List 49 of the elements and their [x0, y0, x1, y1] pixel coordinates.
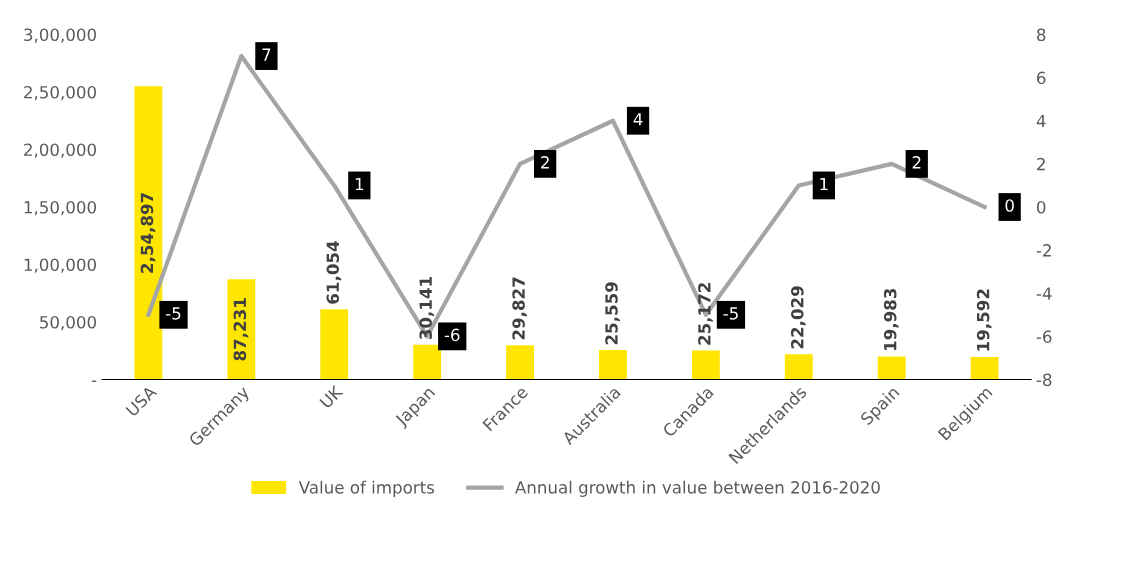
data-label: -6 — [444, 328, 460, 342]
bar — [320, 309, 349, 380]
x-tick-label: USA — [125, 384, 158, 417]
y-tick-label: 3,00,000 — [24, 28, 96, 43]
data-label: 25,559 — [605, 282, 620, 345]
data-label: 19,983 — [883, 288, 899, 351]
bar — [599, 350, 627, 380]
data-label: 87,231 — [233, 298, 249, 361]
data-label: 61,054 — [326, 241, 342, 304]
bar — [784, 354, 813, 380]
bar — [134, 86, 163, 380]
data-label: 4 — [633, 113, 643, 126]
y2-tick-label: 4 — [1036, 114, 1046, 128]
data-label: 22,029 — [790, 286, 806, 349]
data-label: 7 — [262, 48, 271, 61]
data-label: 1 — [820, 177, 828, 191]
data-label: 19,592 — [976, 289, 992, 351]
data-label: 0 — [1005, 199, 1014, 212]
y2-tick-label: 0 — [1036, 200, 1046, 214]
data-label: 25,172 — [698, 283, 713, 345]
legend-label: Value of imports — [298, 480, 435, 497]
data-label: -5 — [166, 307, 181, 320]
y2-tick-label: -4 — [1036, 287, 1052, 300]
data-label: 1 — [355, 177, 364, 191]
data-label: 2 — [541, 156, 549, 169]
x-tick-label: UK — [319, 384, 344, 409]
data-label: 2,54,897 — [140, 193, 156, 273]
y2-tick-label: -2 — [1036, 244, 1051, 257]
y2-tick-label: -8 — [1036, 373, 1052, 387]
data-label: -5 — [723, 307, 738, 320]
bar — [970, 356, 999, 380]
bar — [506, 345, 534, 380]
y2-tick-label: 2 — [1037, 157, 1045, 171]
bar — [691, 350, 720, 380]
y-tick-label: - — [91, 380, 97, 382]
y2-tick-label: 8 — [1037, 28, 1046, 42]
y-tick-label: 2,00,000 — [24, 143, 96, 158]
y-tick-label: 50,000 — [40, 315, 96, 331]
bar — [413, 344, 442, 380]
data-label: 29,827 — [512, 277, 528, 340]
y2-tick-label: -6 — [1036, 330, 1052, 343]
y-tick-label: 1,50,000 — [24, 200, 96, 216]
y-tick-label: 1,00,000 — [24, 258, 96, 273]
data-label: 30,141 — [419, 277, 435, 340]
y-tick-label: 2,50,000 — [24, 85, 96, 101]
legend-label: Annual growth in value between 2016-2020 — [515, 480, 880, 497]
bar — [877, 356, 906, 380]
data-label: 2 — [912, 156, 921, 169]
y2-tick-label: 6 — [1037, 71, 1046, 85]
